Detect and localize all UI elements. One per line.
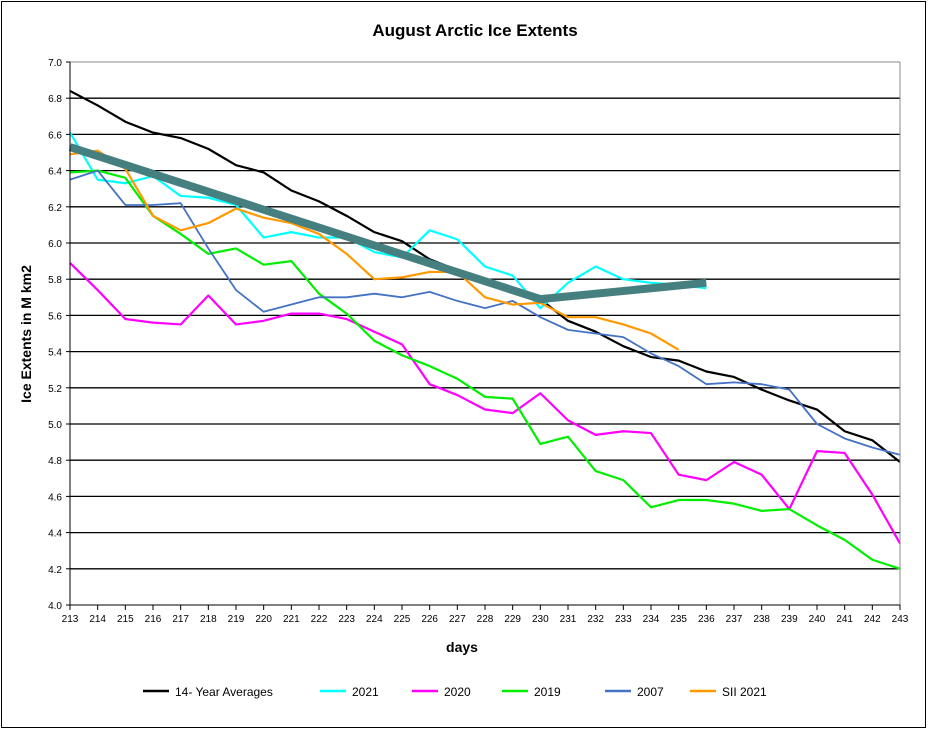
x-tick-label: 234 — [643, 614, 660, 625]
x-tick-label: 230 — [532, 614, 549, 625]
legend-label: 14- Year Averages — [175, 685, 273, 699]
x-tick-label: 228 — [477, 614, 494, 625]
series-line-sii-2021 — [69, 149, 680, 351]
legend: 14- Year Averages 2021 2020 2019 2007 SII 202… — [143, 685, 767, 699]
y-tick-label: 7.0 — [48, 58, 62, 69]
y-tick-label: 6.4 — [48, 167, 62, 178]
x-tick-label: 217 — [172, 614, 189, 625]
legend-label: 2020 — [444, 685, 471, 699]
x-tick-label: 222 — [311, 614, 328, 625]
y-tick-label: 5.6 — [48, 311, 62, 322]
trend-line — [68, 143, 707, 304]
y-tick-label: 5.8 — [48, 275, 62, 286]
y-tick-label: 6.2 — [48, 203, 62, 214]
series-line-2007 — [69, 169, 901, 456]
chart-title: August Arctic Ice Extents — [372, 21, 577, 40]
legend-label: SII 2021 — [722, 685, 767, 699]
x-tick-label: 239 — [781, 614, 798, 625]
x-tick-label: 233 — [615, 614, 632, 625]
y-tick-label: 4.6 — [48, 492, 62, 503]
y-tick-label: 5.2 — [48, 384, 62, 395]
x-tick-label: 221 — [283, 614, 300, 625]
y-tick-label: 4.4 — [48, 529, 62, 540]
x-tick-label: 220 — [255, 614, 272, 625]
y-tick-label: 6.6 — [48, 130, 62, 141]
y-tick-label: 4.8 — [48, 456, 62, 467]
x-tick-label: 215 — [117, 614, 134, 625]
axes: 4.0 4.2 4.4 4.6 4.8 5.0 5.2 5.4 5.6 5.8 6.0 6.2 6.4 6… — [48, 58, 909, 625]
series-line-14-year-averages — [69, 89, 901, 463]
y-tick-label: 5.0 — [48, 420, 62, 431]
y-axis-label: Ice Extents in M km2 — [18, 265, 34, 403]
x-tick-label: 237 — [726, 614, 743, 625]
x-tick-label: 219 — [228, 614, 245, 625]
legend-label: 2019 — [534, 685, 561, 699]
x-tick-label: 231 — [560, 614, 577, 625]
x-tick-label: 226 — [421, 614, 438, 625]
x-tick-label: 232 — [587, 614, 604, 625]
x-tick-label: 216 — [145, 614, 162, 625]
x-tick-label: 227 — [449, 614, 466, 625]
x-tick-label: 229 — [504, 614, 521, 625]
x-tick-label: 243 — [892, 614, 909, 625]
legend-label: 2021 — [352, 685, 379, 699]
series-line-2019 — [69, 169, 901, 570]
series-line-2021 — [69, 132, 707, 310]
x-tick-label: 235 — [670, 614, 687, 625]
x-tick-label: 242 — [864, 614, 881, 625]
series-line-2020 — [69, 262, 901, 545]
y-tick-label: 6.0 — [48, 239, 62, 250]
x-tick-label: 238 — [753, 614, 770, 625]
grid — [70, 97, 900, 570]
x-tick-label: 214 — [89, 614, 106, 625]
x-tick-label: 213 — [62, 614, 79, 625]
legend-label: 2007 — [637, 685, 664, 699]
y-tick-label: 4.2 — [48, 565, 62, 576]
x-axis-label: days — [446, 639, 478, 655]
series-lines — [68, 89, 901, 570]
x-tick-label: 236 — [698, 614, 715, 625]
x-tick-label: 218 — [200, 614, 217, 625]
x-tick-label: 240 — [809, 614, 826, 625]
x-tick-label: 224 — [366, 614, 383, 625]
y-tick-label: 6.8 — [48, 94, 62, 105]
y-tick-label: 5.4 — [48, 348, 62, 359]
x-tick-label: 223 — [338, 614, 355, 625]
x-tick-label: 225 — [394, 614, 411, 625]
x-tick-label: 241 — [836, 614, 853, 625]
y-tick-label: 4.0 — [48, 601, 62, 612]
